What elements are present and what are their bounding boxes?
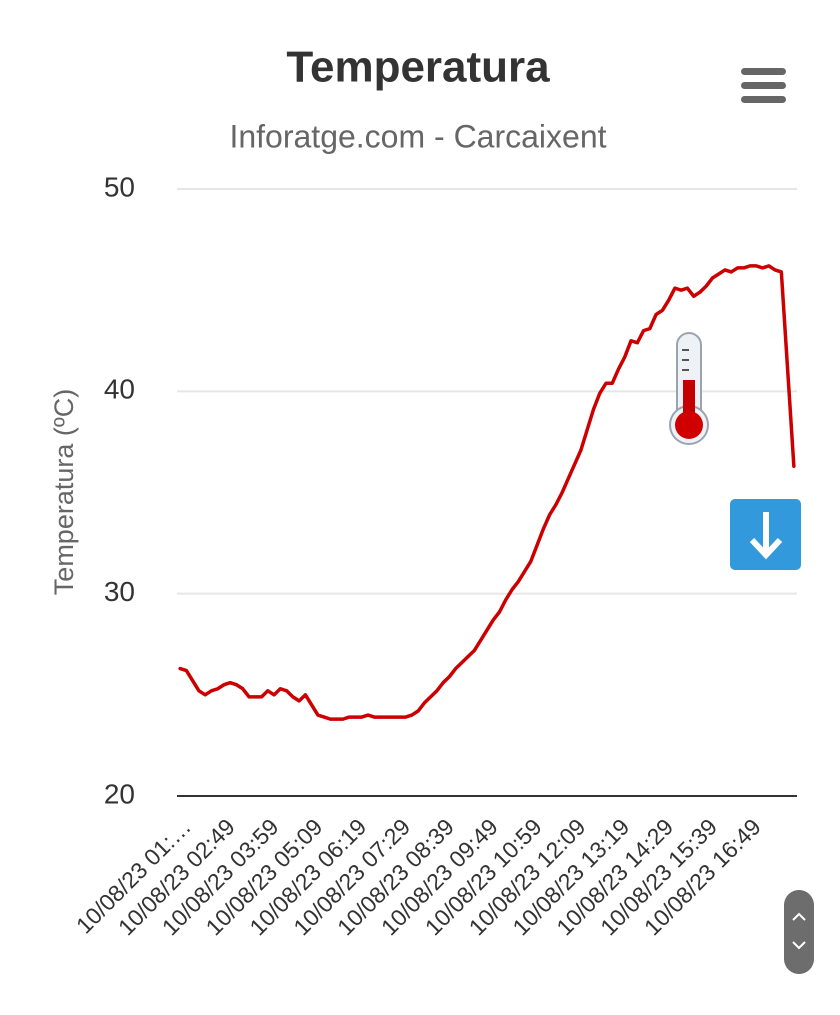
y-tick-label: 50	[104, 171, 135, 202]
menu-bar	[741, 68, 786, 75]
chart-subtitle: Inforatge.com - Carcaixent	[229, 118, 606, 154]
menu-bar	[741, 96, 786, 103]
y-tick-label: 20	[104, 778, 135, 809]
menu-bar	[741, 82, 786, 89]
data-line	[178, 264, 796, 721]
chart-title: Temperatura	[286, 43, 550, 92]
scroll-widget[interactable]	[784, 890, 814, 974]
y-tick-label: 40	[104, 374, 135, 405]
thermometer-icon	[669, 332, 709, 445]
menu-button[interactable]	[741, 68, 786, 103]
down-arrow-icon	[730, 499, 801, 570]
y-tick-label: 30	[104, 576, 135, 607]
y-axis-title: Temperatura (ºC)	[49, 389, 79, 595]
